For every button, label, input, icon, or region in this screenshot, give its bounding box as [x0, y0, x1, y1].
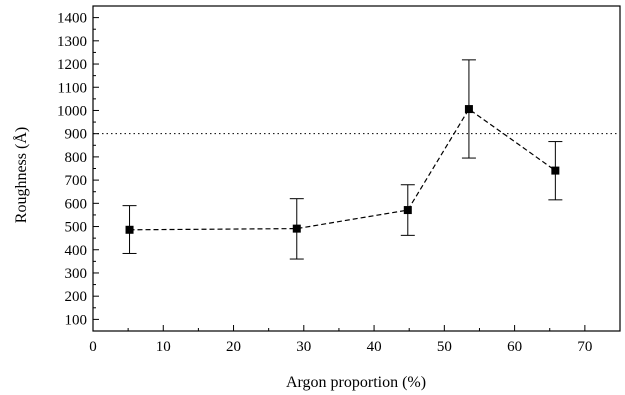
data-point-2	[403, 206, 412, 215]
x-axis-label: Argon proportion (%)	[286, 374, 426, 391]
data-point-1	[292, 224, 301, 233]
plot-frame	[92, 5, 621, 332]
y-tick-label-500: 500	[65, 220, 88, 236]
x-tick-label-60: 60	[507, 339, 522, 355]
plot-area: 0 10 20 30 40 50 60 70 100 200 300 400 500 600 700 800 9…	[57, 5, 621, 355]
y-tick-label-100: 100	[65, 312, 88, 328]
x-tick-label-50: 50	[437, 339, 452, 355]
data-point-4	[551, 166, 560, 175]
y-tick-label-1300: 1300	[57, 34, 87, 50]
y-tick-label-200: 200	[65, 289, 88, 305]
x-tick-label-0: 0	[89, 339, 97, 355]
y-tick-label-300: 300	[65, 266, 88, 282]
y-tick-label-700: 700	[65, 173, 88, 189]
x-tick-label-10: 10	[156, 339, 171, 355]
y-tick-label-1200: 1200	[57, 57, 87, 73]
data-point-3	[464, 105, 473, 114]
y-tick-label-1100: 1100	[58, 80, 87, 96]
y-tick-label-800: 800	[65, 150, 88, 166]
data-point-0	[125, 225, 134, 234]
y-tick-label-600: 600	[65, 196, 88, 212]
series-line-0	[129, 108, 556, 231]
y-tick-label-400: 400	[65, 243, 88, 259]
x-tick-label-70: 70	[577, 339, 592, 355]
y-tick-label-900: 900	[65, 127, 88, 143]
y-tick-label-1400: 1400	[57, 11, 87, 27]
y-axis-label: Roughness (Å)	[12, 127, 30, 223]
x-tick-label-40: 40	[367, 339, 382, 355]
x-tick-label-20: 20	[226, 339, 241, 355]
y-tick-label-1000: 1000	[57, 103, 87, 119]
x-tick-label-30: 30	[296, 339, 311, 355]
